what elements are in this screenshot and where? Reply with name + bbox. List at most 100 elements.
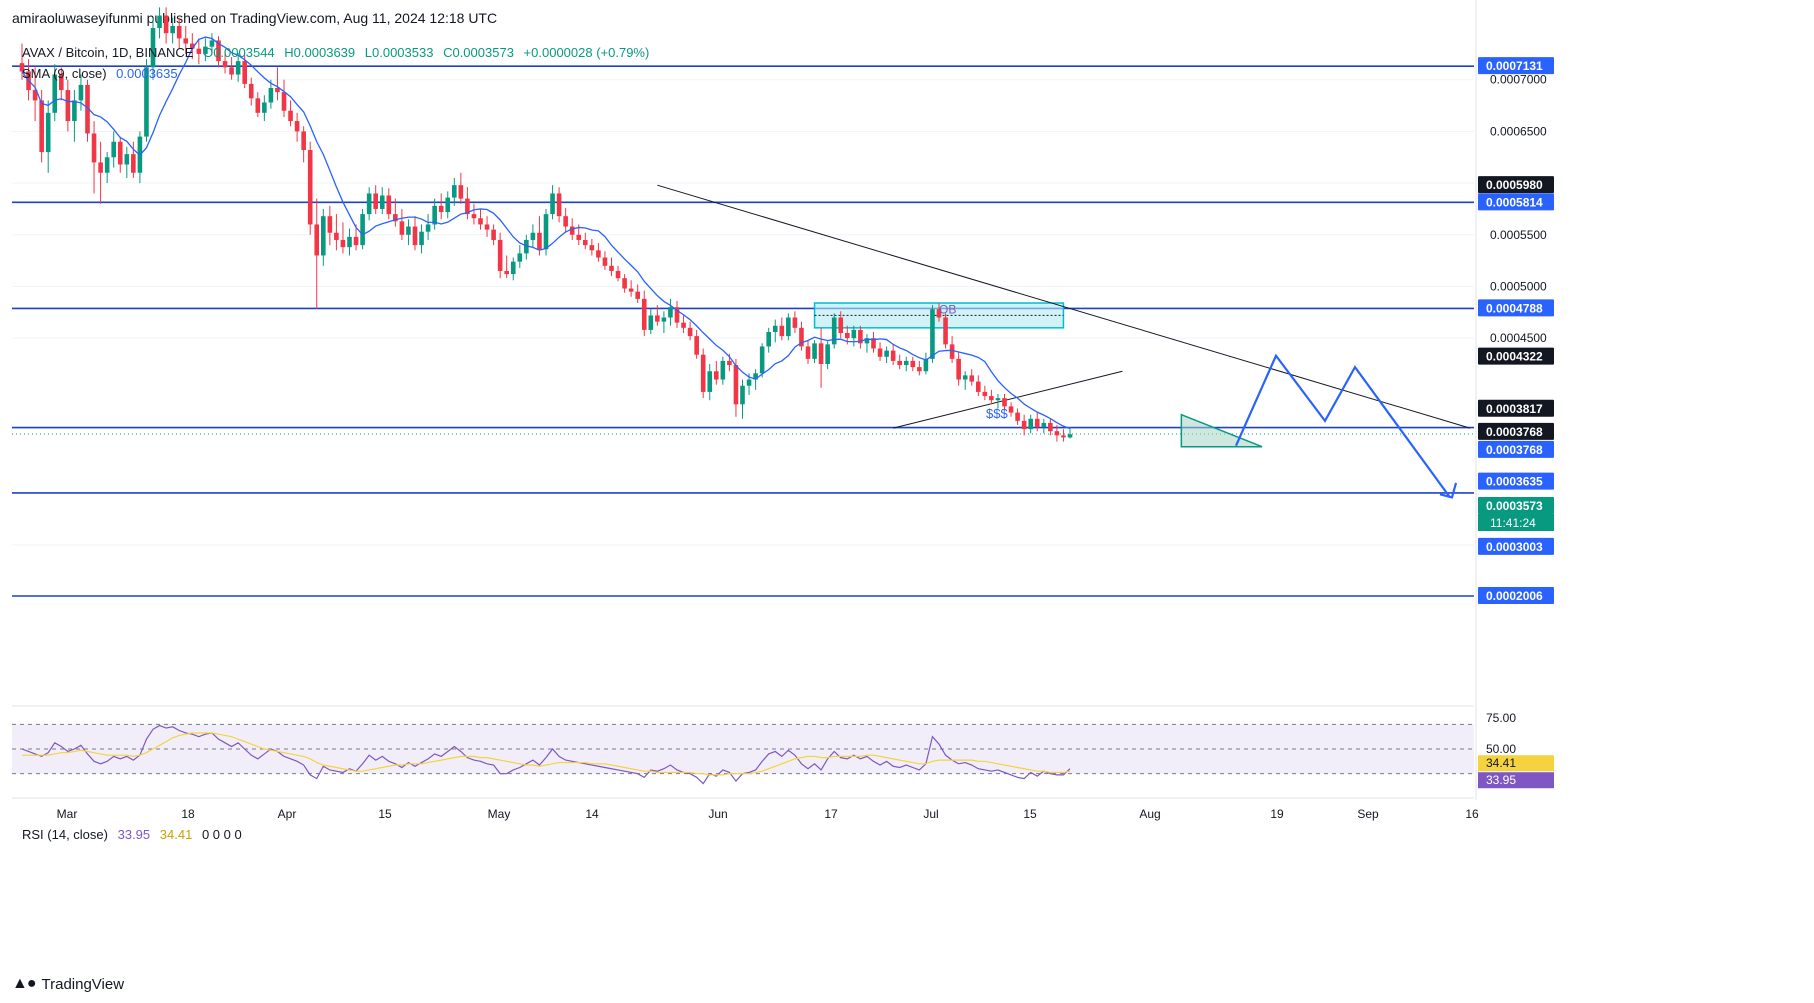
candle-body (373, 193, 378, 209)
candle-body (52, 74, 58, 113)
candle-body (641, 298, 647, 330)
liquidity-label: $$$ (986, 406, 1008, 421)
price-label-box (1478, 587, 1554, 605)
candle-body (275, 87, 280, 93)
time-tick-label: 14 (585, 807, 599, 821)
candle-body (248, 83, 254, 99)
candle-body (379, 195, 385, 209)
price-label-text: 0.0005814 (1486, 195, 1543, 209)
candle-body (1002, 398, 1007, 407)
candle-body (720, 360, 726, 380)
price-label-text: 0.0003768 (1486, 425, 1543, 439)
candle-body (1061, 435, 1066, 438)
legend-close: C0.0003573 (443, 45, 514, 60)
candle-body (242, 61, 247, 84)
candle-body (838, 317, 844, 334)
time-tick-label: 18 (181, 807, 195, 821)
sma-line (21, 36, 1071, 430)
candle-body (183, 38, 189, 44)
candle-body (117, 141, 123, 165)
candle-body (465, 198, 470, 215)
candle-body (517, 253, 523, 262)
time-tick-label: Jul (923, 807, 938, 821)
candle-body (478, 218, 483, 225)
candle-body (753, 373, 758, 380)
price-label-box (1478, 537, 1554, 555)
countdown-box (1478, 514, 1554, 532)
candle-body (425, 224, 431, 232)
rsi-ma-value-text: 34.41 (1486, 756, 1516, 770)
candle-body (124, 154, 130, 165)
candle-body (190, 43, 195, 49)
price-tick-label: 0.0005500 (1490, 228, 1547, 242)
candle-body (262, 102, 267, 113)
candle-body (740, 385, 745, 405)
time-tick-label: 16 (1465, 807, 1479, 821)
candle-body (877, 348, 883, 357)
candle-body (510, 261, 516, 275)
legend-change: +0.0000028 (+0.79%) (523, 45, 650, 60)
rsi-ma-line (22, 732, 1071, 776)
candle-body (216, 40, 221, 62)
candle-body (694, 336, 699, 355)
candle-body (668, 307, 673, 318)
descending-trendline (657, 184, 1471, 429)
candle-body (91, 133, 97, 163)
price-label-text: 0.0002006 (1486, 589, 1543, 603)
price-label-box (1478, 422, 1554, 440)
candle-body (569, 226, 575, 235)
horizontal-levels (12, 65, 1474, 597)
candle-body (176, 25, 182, 39)
trendlines (657, 184, 1471, 448)
candle-body (602, 257, 608, 266)
candle-body (772, 325, 778, 332)
candle-body (419, 231, 424, 246)
candle-body (104, 157, 110, 173)
legend-low: L0.0003533 (364, 45, 434, 60)
candle-body (700, 354, 706, 392)
candle-body (170, 25, 175, 34)
candle-body (366, 193, 372, 215)
legend-symbol: AVAX / Bitcoin, 1D, BINANCE (22, 45, 194, 60)
candle-body (655, 315, 660, 322)
candle-body (831, 317, 837, 345)
candle-body (360, 214, 365, 246)
candle-body (746, 379, 752, 386)
price-tick-label: 0.0005000 (1490, 279, 1547, 293)
candle-body (59, 74, 64, 91)
candle-body (235, 61, 241, 75)
candle-body (930, 309, 935, 359)
candle-body (347, 236, 352, 248)
rsi-line (21, 724, 1071, 785)
time-tick-label: May (488, 807, 511, 821)
candle-body (78, 84, 84, 101)
price-label-text: 0.0003003 (1486, 540, 1543, 554)
candle-body (484, 224, 490, 230)
candle-body (622, 278, 627, 289)
candle-body (635, 291, 640, 299)
candle-body (144, 67, 149, 137)
triangle-pattern (1180, 413, 1263, 448)
candle-body (314, 224, 320, 256)
legend-high: H0.0003639 (284, 45, 356, 60)
price-tick-label: 0.0007000 (1490, 73, 1547, 87)
grid (12, 79, 1474, 546)
candle-body (196, 48, 202, 54)
candle-body (681, 322, 686, 328)
candle-body (340, 239, 346, 248)
candle-body (72, 100, 77, 122)
price-label-text: 0.0003573 (1486, 499, 1543, 513)
order-block-label: OB (939, 302, 956, 316)
price-label-text: 0.0003817 (1486, 402, 1543, 416)
candle-body (884, 350, 889, 357)
candle-body (674, 307, 680, 323)
candle-body (1048, 422, 1053, 432)
candle-body (19, 63, 25, 72)
candle-body (589, 245, 595, 251)
candle-body (596, 250, 601, 258)
price-label-box (1478, 472, 1554, 490)
time-tick-label: 15 (378, 807, 392, 821)
candle-body (917, 367, 922, 372)
time-tick-label: Sep (1357, 807, 1379, 821)
